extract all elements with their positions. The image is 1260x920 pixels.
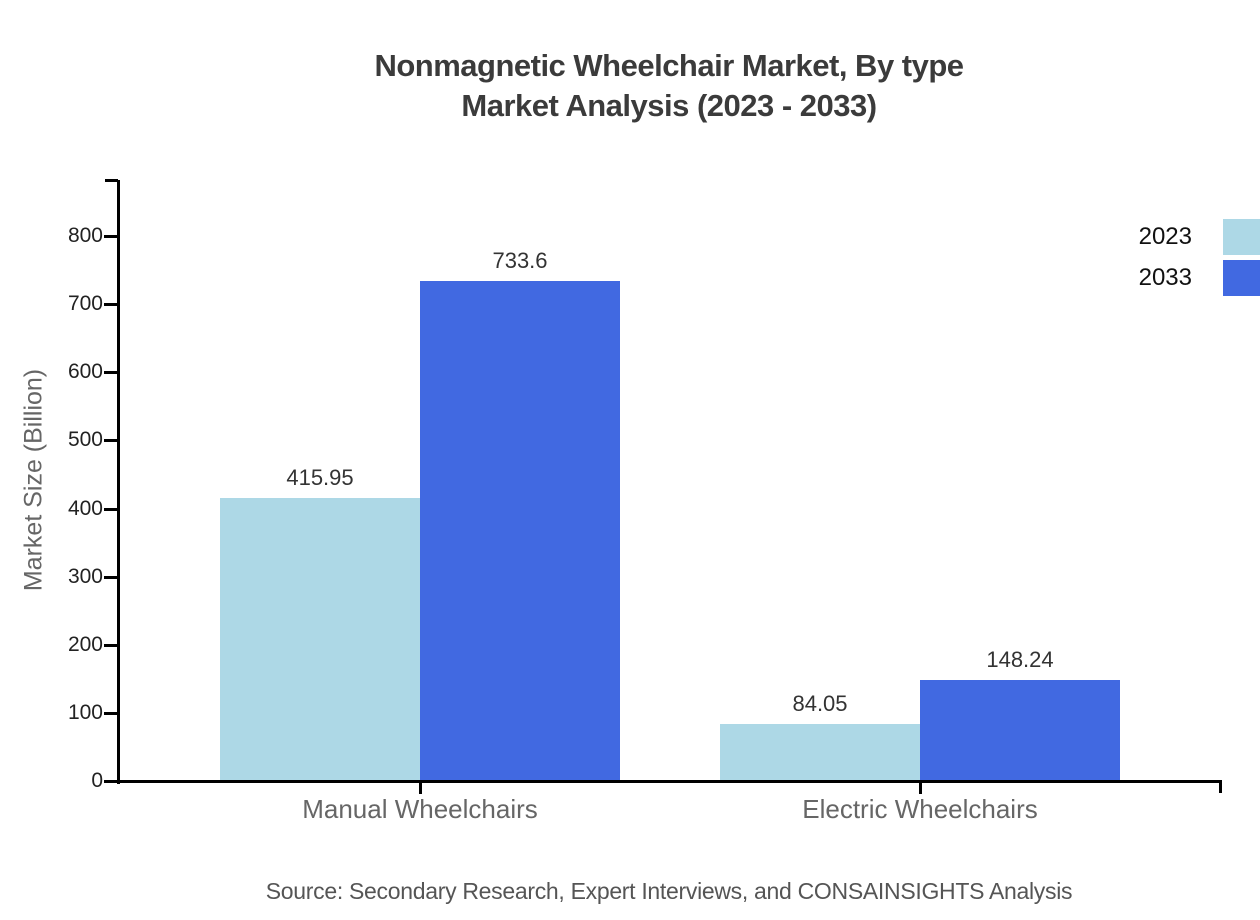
y-tick-mark xyxy=(104,643,118,647)
x-category-label-electric-wheelchairs: Electric Wheelchairs xyxy=(802,794,1038,824)
y-axis-end-tick xyxy=(105,179,118,182)
chart-title-line-1: Nonmagnetic Wheelchair Market, By type xyxy=(374,48,964,83)
x-tick-mark xyxy=(919,781,922,794)
bar-2033-electric-wheelchairs xyxy=(920,680,1120,780)
y-tick-label: 300 xyxy=(67,564,103,588)
y-tick-label: 600 xyxy=(67,360,103,384)
bar-2033-manual-wheelchairs xyxy=(420,281,620,780)
y-tick-mark xyxy=(104,371,118,375)
y-axis-title: Market Size (Billion) xyxy=(19,368,48,592)
y-tick-mark xyxy=(104,575,118,579)
y-tick-label: 100 xyxy=(67,700,103,724)
x-axis-line xyxy=(117,780,1222,783)
y-tick-label: 800 xyxy=(67,224,103,247)
x-tick-mark xyxy=(419,781,422,794)
y-tick-label: 400 xyxy=(67,496,103,520)
y-tick-mark xyxy=(104,303,118,307)
y-axis-line xyxy=(117,180,120,784)
value-label-2033-manual-wheelchairs: 733.6 xyxy=(492,248,548,274)
legend-swatch-2033 xyxy=(1223,260,1260,296)
bar-2023-electric-wheelchairs xyxy=(720,723,920,780)
value-label-2023-electric-wheelchairs: 84.05 xyxy=(792,690,848,716)
legend-swatch-2023 xyxy=(1223,219,1260,255)
y-tick-label: 700 xyxy=(67,292,103,316)
bar-2023-manual-wheelchairs xyxy=(220,497,420,780)
y-tick-label: 500 xyxy=(67,428,103,452)
y-tick-label: 200 xyxy=(67,632,103,656)
y-tick-mark xyxy=(104,711,118,715)
y-tick-mark xyxy=(104,780,118,783)
value-label-2023-manual-wheelchairs: 415.95 xyxy=(286,464,354,490)
x-category-label-manual-wheelchairs: Manual Wheelchairs xyxy=(302,794,538,824)
chart-title: Nonmagnetic Wheelchair Market, By type M… xyxy=(118,46,1220,126)
legend-label-2023: 2023 xyxy=(1138,223,1192,250)
y-tick-mark xyxy=(104,507,118,511)
y-tick-mark xyxy=(104,235,118,238)
value-label-2033-electric-wheelchairs: 148.24 xyxy=(986,647,1054,672)
x-axis-end-tick xyxy=(1219,780,1222,793)
legend-label-2033: 2033 xyxy=(1138,264,1192,291)
chart-title-line-2: Market Analysis (2023 - 2033) xyxy=(461,88,877,123)
source-note: Source: Secondary Research, Expert Inter… xyxy=(265,878,1073,904)
y-tick-label: 0 xyxy=(91,769,103,792)
y-tick-mark xyxy=(104,439,118,443)
